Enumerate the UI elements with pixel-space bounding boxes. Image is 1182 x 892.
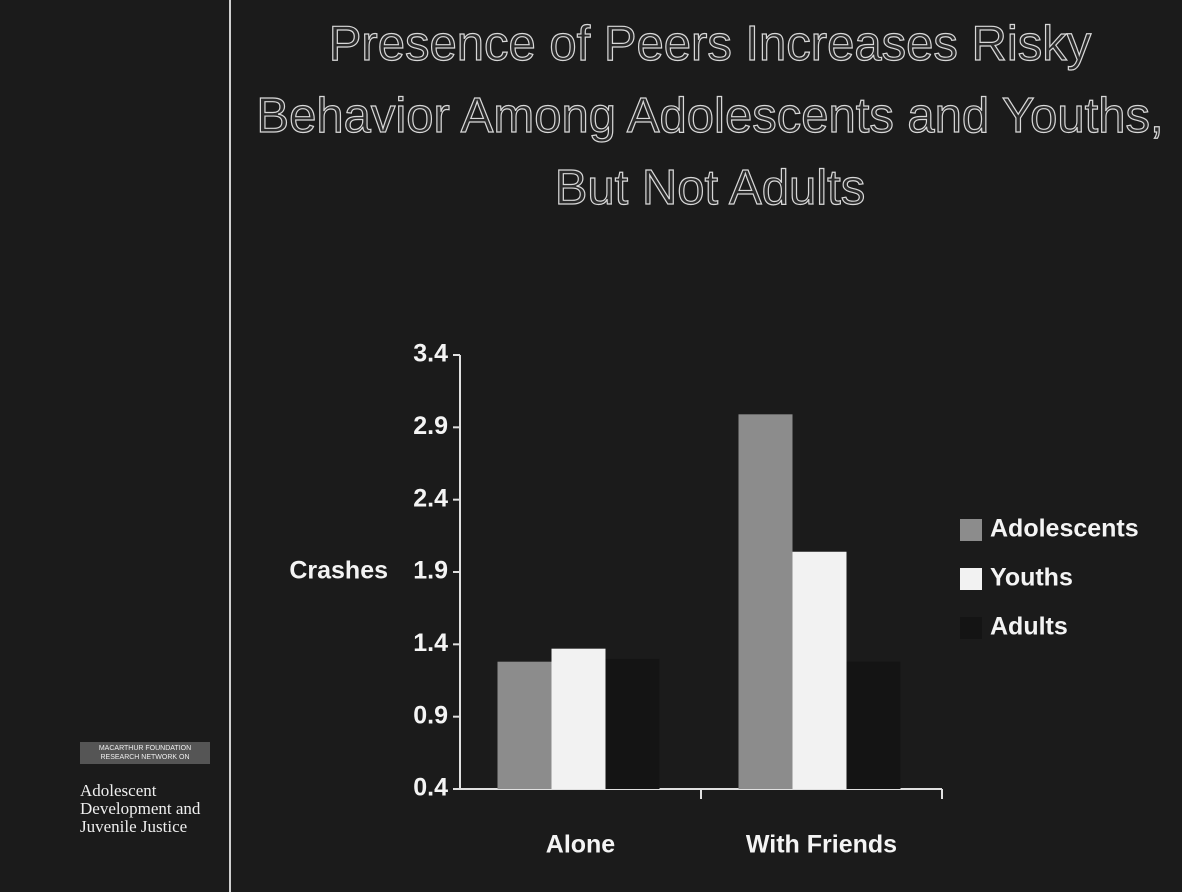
y-tick-label: 0.4 [413,774,448,802]
y-tick-label: 1.4 [413,629,448,657]
bar [792,551,847,789]
legend-label: Adults [990,613,1068,641]
legend-label: Adolescents [990,515,1139,543]
legend-swatch [960,519,982,541]
y-tick-label: 2.9 [413,412,448,440]
legend-swatch [960,617,982,639]
bar [605,658,660,789]
bar [551,648,606,789]
logo-name: Adolescent Development and Juvenile Just… [80,781,201,836]
y-axis-label: Crashes [289,557,388,585]
y-tick-label: 3.4 [413,340,448,368]
y-tick-label: 0.9 [413,701,448,729]
x-tick-label: Alone [546,831,616,859]
legend-label: Youths [990,564,1073,592]
y-tick-label: 2.4 [413,484,448,512]
legend-swatch [960,568,982,590]
bar [497,661,552,789]
x-tick-label: With Friends [746,831,897,859]
bar [738,414,793,789]
bar [846,661,901,789]
divider [229,0,231,892]
y-tick-label: 1.9 [413,557,448,585]
chart-title: Presence of Peers Increases Risky Behavi… [256,16,1164,215]
logo-network: MACARTHUR FOUNDATION RESEARCH NETWORK ON [80,742,210,764]
